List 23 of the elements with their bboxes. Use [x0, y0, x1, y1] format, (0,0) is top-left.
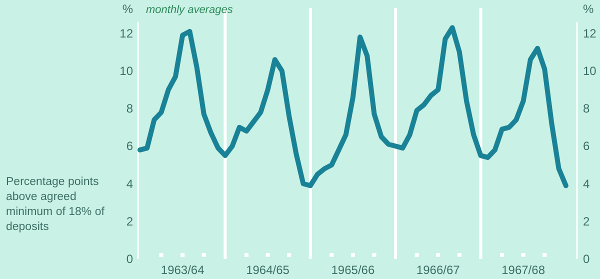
x-tick-label: 1964/65	[246, 263, 290, 277]
y2-axis-title: %	[583, 2, 594, 16]
y2-tick-label: 0	[583, 252, 590, 266]
y-tick-label: 0	[126, 252, 134, 266]
y2-tick-label: 12	[583, 26, 597, 40]
y2-tick-label: 2	[583, 214, 590, 228]
y-tick-label: 10	[120, 64, 134, 78]
x-tick-label: 1963/64	[160, 263, 205, 277]
y-tick-label: 8	[126, 102, 134, 116]
y-tick-label: 6	[126, 139, 134, 154]
text: monthly averages	[146, 4, 234, 16]
x-tick-label: 1965/66	[331, 263, 375, 277]
x-tick-label: 1967/68	[502, 263, 546, 277]
y2-tick-label: 6	[583, 139, 590, 154]
y-tick-label: 4	[126, 176, 134, 191]
y2-tick-label: 8	[583, 102, 590, 116]
y-tick-label: 12	[120, 26, 134, 40]
y-axis-title: %	[122, 2, 134, 16]
y2-tick-label: 4	[583, 176, 590, 191]
y2-tick-label: 10	[583, 64, 597, 78]
x-tick-label: 1966/67	[416, 263, 460, 277]
text: Percentage points above agreed minimum of 18% of deposits	[6, 176, 106, 233]
y-tick-label: 2	[126, 214, 134, 228]
